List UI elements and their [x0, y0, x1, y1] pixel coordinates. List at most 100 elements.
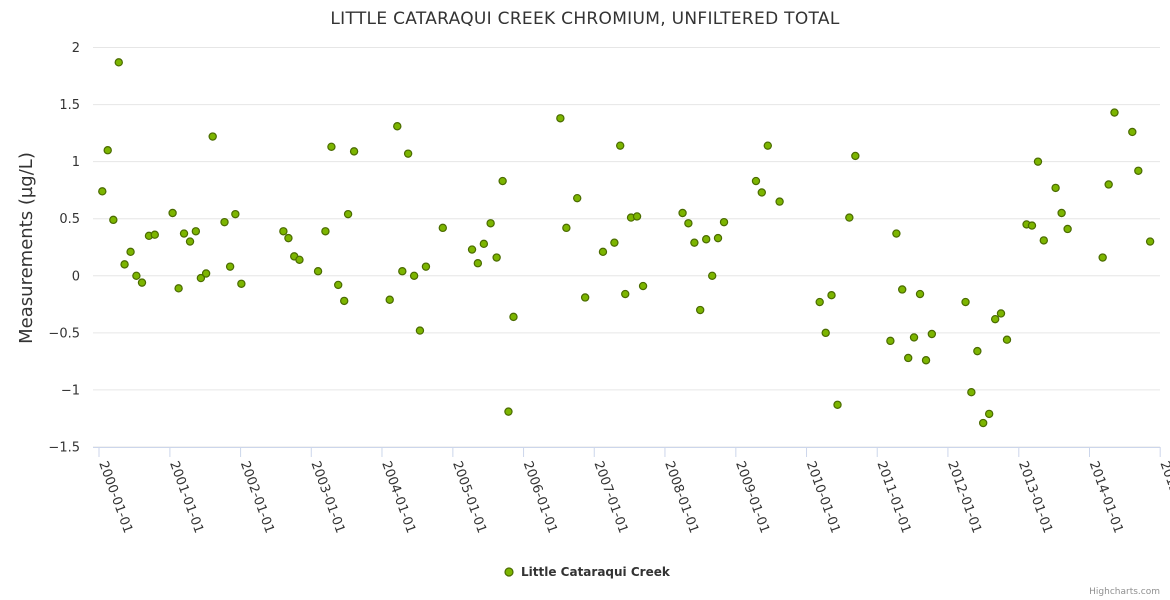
data-point[interactable] [1027, 221, 1037, 230]
data-point[interactable] [509, 312, 518, 322]
data-point[interactable] [179, 229, 189, 238]
data-point[interactable] [279, 227, 288, 236]
data-point[interactable] [340, 296, 349, 306]
data-point[interactable] [504, 407, 513, 416]
data-point[interactable] [719, 217, 729, 227]
data-point[interactable] [196, 273, 206, 283]
data-point[interactable] [827, 290, 836, 300]
legend[interactable]: Little Cataraqui Creek [504, 565, 671, 579]
data-point[interactable] [473, 259, 483, 268]
data-point[interactable] [616, 141, 625, 150]
data-point[interactable] [996, 309, 1006, 318]
data-point[interactable] [120, 260, 129, 269]
data-point[interactable] [398, 267, 407, 276]
data-point[interactable] [556, 114, 565, 123]
legend-marker[interactable] [504, 567, 514, 577]
data-point[interactable] [573, 193, 582, 203]
data-point[interactable] [284, 233, 293, 243]
data-point[interactable] [984, 409, 994, 419]
data-point[interactable] [1134, 166, 1143, 175]
data-point[interactable] [909, 333, 919, 342]
data-point[interactable] [610, 238, 619, 247]
data-point[interactable] [126, 247, 135, 257]
data-point[interactable] [961, 297, 970, 307]
data-point[interactable] [185, 237, 195, 246]
data-point[interactable] [708, 271, 717, 280]
data-point[interactable] [327, 142, 336, 152]
data-point[interactable] [690, 238, 699, 247]
data-point[interactable] [621, 289, 630, 299]
data-point[interactable] [713, 233, 723, 243]
data-point[interactable] [978, 418, 988, 428]
data-point[interactable] [208, 132, 217, 141]
data-point[interactable] [1051, 183, 1060, 193]
data-point[interactable] [334, 280, 343, 290]
data-point[interactable] [751, 176, 761, 186]
data-point[interactable] [815, 297, 824, 307]
data-point[interactable] [973, 346, 982, 356]
data-point[interactable] [109, 215, 118, 225]
data-point[interactable] [684, 219, 693, 228]
data-point[interactable] [137, 278, 147, 287]
data-point[interactable] [1145, 237, 1155, 246]
data-point[interactable] [1002, 335, 1012, 344]
data-point[interactable] [201, 269, 211, 278]
data-point[interactable] [851, 151, 860, 161]
data-point[interactable] [904, 353, 913, 363]
data-point[interactable] [1110, 108, 1119, 117]
data-point[interactable] [103, 146, 112, 155]
data-point[interactable] [403, 149, 413, 158]
data-point[interactable] [1063, 224, 1072, 234]
data-point[interactable] [313, 267, 323, 276]
data-point[interactable] [1104, 180, 1113, 189]
data-point[interactable] [191, 227, 201, 236]
data-point[interactable] [479, 239, 489, 249]
data-point[interactable] [845, 213, 854, 222]
data-point[interactable] [415, 326, 425, 335]
data-point[interactable] [632, 212, 642, 221]
data-point[interactable] [990, 314, 1000, 324]
data-point[interactable] [438, 223, 447, 233]
data-point[interactable] [343, 209, 353, 219]
data-point[interactable] [1128, 127, 1137, 137]
data-point[interactable] [1098, 253, 1107, 262]
data-point[interactable] [763, 141, 772, 150]
data-point[interactable] [295, 255, 304, 265]
data-point[interactable] [1033, 157, 1043, 166]
data-point[interactable] [757, 188, 766, 197]
data-point[interactable] [174, 284, 183, 293]
data-point[interactable] [678, 208, 687, 218]
data-point[interactable] [833, 400, 842, 409]
data-point[interactable] [775, 197, 784, 206]
data-point[interactable] [562, 223, 571, 233]
data-point[interactable] [702, 235, 711, 244]
data-point[interactable] [915, 289, 925, 299]
data-point[interactable] [921, 356, 931, 365]
data-point[interactable] [886, 336, 895, 346]
data-point[interactable] [98, 187, 107, 196]
data-point[interactable] [409, 271, 419, 280]
data-point[interactable] [132, 271, 141, 280]
credits-link[interactable]: Highcharts.com [1089, 587, 1160, 597]
data-point[interactable] [225, 262, 235, 271]
data-point[interactable] [638, 281, 648, 291]
data-point[interactable] [498, 176, 507, 186]
data-point[interactable] [237, 279, 246, 288]
data-point[interactable] [892, 229, 901, 238]
data-point[interactable] [821, 328, 830, 338]
data-point[interactable] [349, 147, 359, 156]
data-point[interactable] [967, 388, 976, 397]
data-point[interactable] [695, 305, 705, 315]
data-point[interactable] [898, 285, 907, 294]
data-point[interactable] [220, 217, 229, 227]
data-point[interactable] [1039, 236, 1048, 245]
data-point[interactable] [598, 247, 608, 257]
data-point[interactable] [927, 329, 937, 339]
data-point[interactable] [1057, 208, 1066, 218]
data-point[interactable] [114, 58, 123, 67]
data-point[interactable] [467, 245, 477, 254]
data-point[interactable] [486, 219, 495, 228]
data-point[interactable] [580, 293, 590, 302]
data-point[interactable] [150, 230, 159, 239]
data-point[interactable] [231, 209, 240, 219]
